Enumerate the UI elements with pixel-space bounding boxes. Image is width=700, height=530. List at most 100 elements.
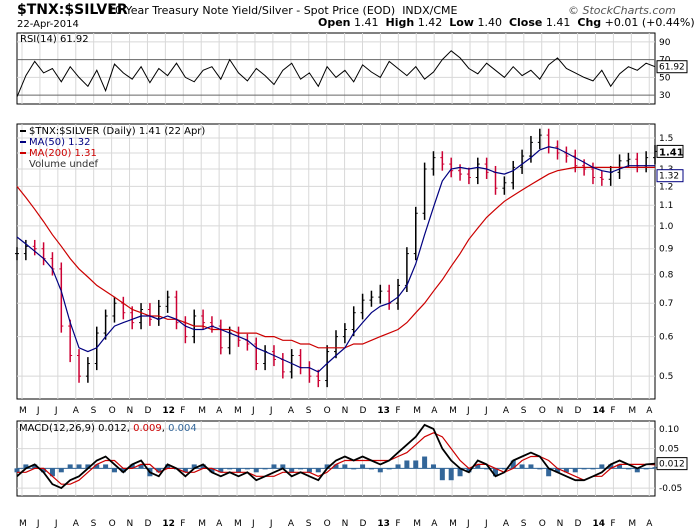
ma50-value-box	[656, 169, 684, 183]
month-tick-label-bottom: F	[610, 519, 615, 529]
macd-histogram-bar	[377, 468, 383, 473]
macd-histogram-bar	[634, 468, 640, 473]
macd-histogram-bar	[466, 468, 472, 473]
stockcharts-credit[interactable]: © StockCharts.com	[568, 4, 676, 17]
macd-histogram-bar	[280, 464, 286, 469]
close-label: Close	[508, 16, 543, 29]
month-tick-label-bottom: S	[306, 519, 312, 529]
macd-histogram-bar	[156, 468, 162, 473]
month-tick-label-bottom: N	[342, 519, 349, 529]
rsi-tick-label: 90	[659, 38, 671, 48]
price-tick-label: 1.2	[659, 182, 673, 192]
open-value: 1.41	[354, 16, 379, 29]
month-tick-label-bottom: D	[360, 519, 367, 529]
rsi-tick-label: 30	[659, 91, 671, 101]
month-tick-label-bottom: 13	[377, 519, 390, 529]
price-tick-label: 1.5	[659, 134, 673, 144]
macd-tick-label: -0.05	[659, 484, 682, 494]
month-tick-label-bottom: N	[557, 519, 564, 529]
month-tick-label-bottom: M	[19, 519, 27, 529]
macd-line	[16, 423, 656, 490]
macd-histogram-bar	[76, 464, 82, 469]
month-tick-label: D	[575, 406, 582, 416]
month-tick-label: M	[449, 406, 457, 416]
price-legend-entry: Volume undef	[29, 159, 99, 170]
macd-legend-part: 0.004	[168, 423, 197, 434]
macd-histogram-bar	[49, 468, 55, 477]
month-tick-label: D	[360, 406, 367, 416]
macd-histogram-bar	[563, 468, 569, 473]
low-label: Low	[449, 16, 474, 29]
chart-description: 10 Year Treasury Note Yield/Silver - Spo…	[108, 4, 458, 17]
month-tick-label: J	[54, 406, 58, 416]
macd-histogram-bar	[94, 464, 100, 469]
month-tick-label: A	[646, 406, 653, 416]
macd-histogram-bar	[457, 468, 463, 477]
macd-histogram-bar	[85, 464, 91, 469]
month-tick-label: A	[503, 406, 510, 416]
month-tick-label: 13	[377, 406, 390, 416]
month-tick-label: 12	[162, 406, 175, 416]
month-tick-label: F	[180, 406, 185, 416]
month-tick-label-bottom: A	[73, 519, 80, 529]
macd-histogram-bar	[360, 464, 366, 469]
month-tick-label: A	[431, 406, 438, 416]
month-tick-label-bottom: M	[234, 519, 242, 529]
close-value-label: 1.41	[659, 147, 684, 158]
macd-histogram-bar	[395, 464, 401, 469]
month-tick-label: A	[216, 406, 223, 416]
month-tick-label: N	[342, 406, 349, 416]
price-legend-entry: MA(50) 1.32	[29, 137, 90, 148]
macd-histogram-bar	[439, 468, 445, 481]
month-tick-label: O	[324, 406, 331, 416]
month-tick-label-bottom: S	[91, 519, 97, 529]
month-tick-label: M	[413, 406, 421, 416]
chart-date: 22-Apr-2014	[17, 19, 79, 30]
month-tick-label: F	[395, 406, 400, 416]
macd-histogram-bar	[218, 468, 224, 473]
close-value-box	[656, 144, 684, 158]
month-tick-label: J	[269, 406, 273, 416]
month-tick-label-bottom: A	[288, 519, 295, 529]
month-tick-label: S	[306, 406, 312, 416]
month-tick-label: D	[144, 406, 151, 416]
macd-histogram-bar	[448, 468, 454, 481]
chg-label: Chg	[577, 16, 602, 29]
price-legend-entry: $TNX:$SILVER (Daily) 1.41 (22 Apr)	[29, 126, 205, 137]
macd-histogram-bar	[138, 464, 144, 469]
month-tick-label-bottom: J	[36, 519, 40, 529]
description-text: 10 Year Treasury Note Yield/Silver - Spo…	[108, 4, 396, 17]
price-tick-label: 0.7	[659, 299, 673, 309]
price-tick-label: 0.6	[659, 333, 674, 343]
rsi-last-box	[656, 60, 688, 74]
macd-histogram-bar	[182, 468, 188, 473]
macd-signal-line	[17, 432, 656, 485]
month-tick-label: M	[198, 406, 206, 416]
price-tick-label: 0.8	[659, 270, 674, 280]
macd-histogram-bar	[555, 468, 561, 473]
macd-histogram-bar	[422, 456, 428, 469]
high-value: 1.42	[417, 16, 443, 29]
month-tick-label-bottom: J	[269, 519, 273, 529]
high-label: High	[385, 16, 415, 29]
month-tick-label-bottom: N	[127, 519, 134, 529]
macd-histogram-bar	[120, 468, 126, 473]
low-value: 1.40	[477, 16, 502, 29]
price-tick-label: 0.9	[659, 245, 674, 255]
macd-histogram-bar	[333, 464, 339, 469]
macd-histogram-bar	[253, 468, 259, 473]
month-tick-label: N	[127, 406, 134, 416]
macd-tick-label: 0.05	[659, 445, 679, 455]
month-tick-label: O	[539, 406, 546, 416]
macd-histogram-bar	[111, 468, 117, 473]
macd-histogram-bar	[510, 460, 516, 469]
macd-histogram-bar	[271, 464, 277, 469]
macd-histogram-bar	[324, 464, 330, 469]
macd-histogram-bar	[209, 468, 215, 473]
price-tick-label: 0.5	[659, 372, 673, 382]
rsi-line	[16, 50, 656, 98]
macd-legend-part: MACD(12,26,9)	[19, 423, 98, 434]
macd-last-box	[656, 457, 688, 471]
month-tick-label-bottom: A	[646, 519, 653, 529]
macd-histogram-bar	[58, 468, 64, 473]
